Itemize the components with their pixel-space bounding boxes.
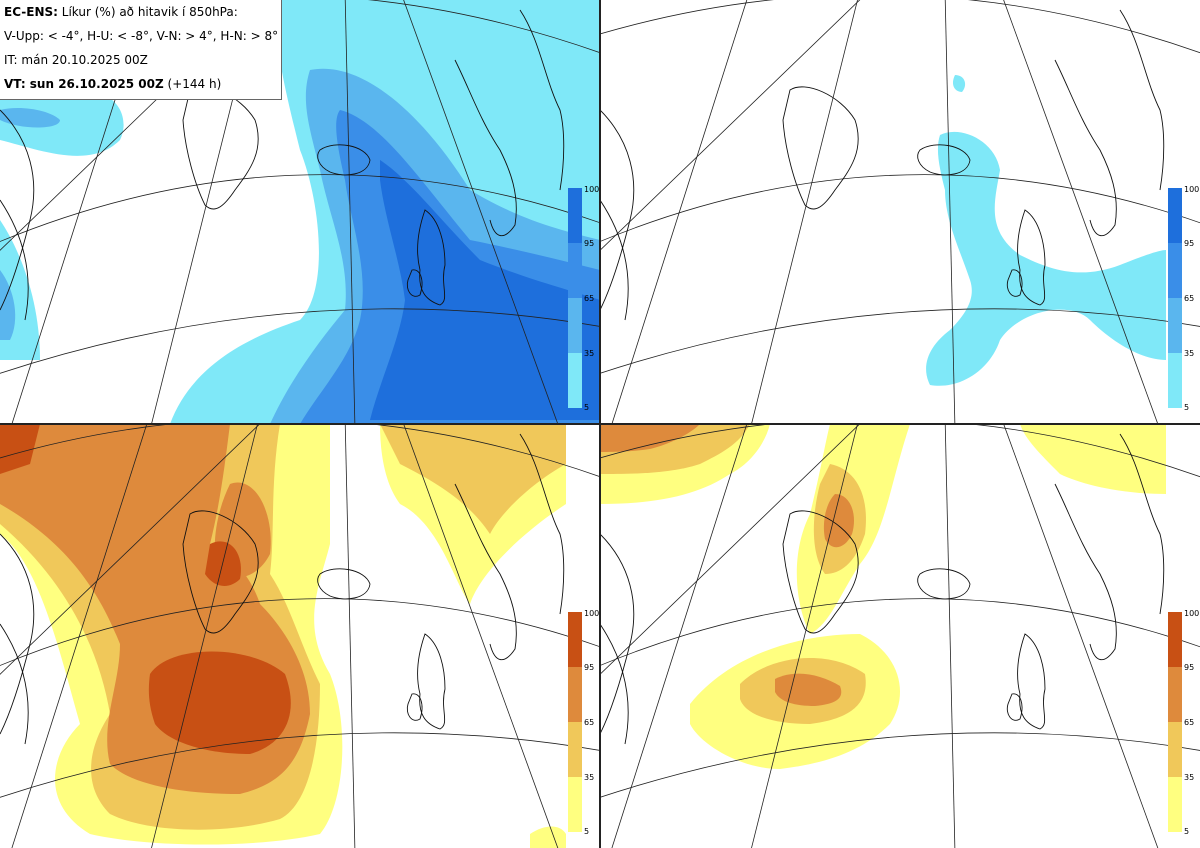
- colorbar-tick: 5: [1184, 403, 1190, 412]
- map-h-u: [600, 0, 1200, 424]
- probability-field: [0, 0, 600, 424]
- map-panel-h-u: 100 95 65 35 5: [600, 0, 1200, 424]
- map-h-n: [600, 424, 1200, 848]
- colorbar-warm: 100 95 65 35 5: [1168, 609, 1200, 836]
- colorbar-tick: 65: [1184, 294, 1195, 303]
- map-v-n: [0, 424, 600, 848]
- colorbar-warm: 100 95 65 35 5: [568, 609, 600, 836]
- colorbar-tick: 95: [1184, 239, 1195, 248]
- legend-title: Líkur (%) að hitavik í 850hPa:: [61, 5, 238, 19]
- colorbar-cold: 100 95 65 35 5: [568, 185, 600, 412]
- map-panel-v-upp: EC-ENS: Líkur (%) að hitavik í 850hPa: V…: [0, 0, 600, 424]
- colorbar-tick: 35: [1184, 349, 1195, 358]
- colorbar-tick: 5: [584, 827, 590, 836]
- map-panel-h-n: 100 95 65 35 5: [600, 424, 1200, 848]
- colorbar-cold-scale: [1168, 188, 1182, 408]
- colorbar-tick: 95: [1184, 663, 1195, 672]
- colorbar-tick: 65: [584, 294, 595, 303]
- legend-init-time: IT: mán 20.10.2025 00Z: [4, 53, 148, 67]
- legend-lead-time: (+144 h): [167, 77, 222, 91]
- colorbar-tick: 5: [1184, 827, 1190, 836]
- colorbar-tick: 100: [584, 185, 600, 194]
- panel-divider-horizontal: [0, 423, 1200, 425]
- colorbar-tick: 65: [584, 718, 595, 727]
- colorbar-tick: 100: [1184, 609, 1200, 618]
- colorbar-tick: 35: [1184, 773, 1195, 782]
- colorbar-tick: 95: [584, 239, 595, 248]
- legend-valid-time: VT: sun 26.10.2025 00Z: [4, 77, 164, 91]
- colorbar-tick: 5: [584, 403, 590, 412]
- colorbar-tick: 35: [584, 349, 595, 358]
- probability-field: [600, 424, 1166, 769]
- colorbar-warm-scale: [568, 612, 582, 832]
- map-legend: EC-ENS: Líkur (%) að hitavik í 850hPa: V…: [0, 0, 282, 100]
- graticule: [600, 0, 1200, 424]
- colorbar-tick: 35: [584, 773, 595, 782]
- colorbar-cold: 100 95 65 35 5: [1168, 185, 1200, 412]
- probability-field: [926, 75, 1166, 386]
- map-panel-v-n: 100 95 65 35 5: [0, 424, 600, 848]
- legend-criteria: V-Upp: < -4°, H-U: < -8°, V-N: > 4°, H-N…: [4, 29, 279, 43]
- colorbar-warm-scale: [1168, 612, 1182, 832]
- colorbar-tick: 100: [584, 609, 600, 618]
- colorbar-tick: 95: [584, 663, 595, 672]
- map-v-upp: [0, 0, 600, 424]
- colorbar-tick: 100: [1184, 185, 1200, 194]
- colorbar-tick: 65: [1184, 718, 1195, 727]
- legend-model: EC-ENS:: [4, 5, 58, 19]
- colorbar-cold-scale: [568, 188, 582, 408]
